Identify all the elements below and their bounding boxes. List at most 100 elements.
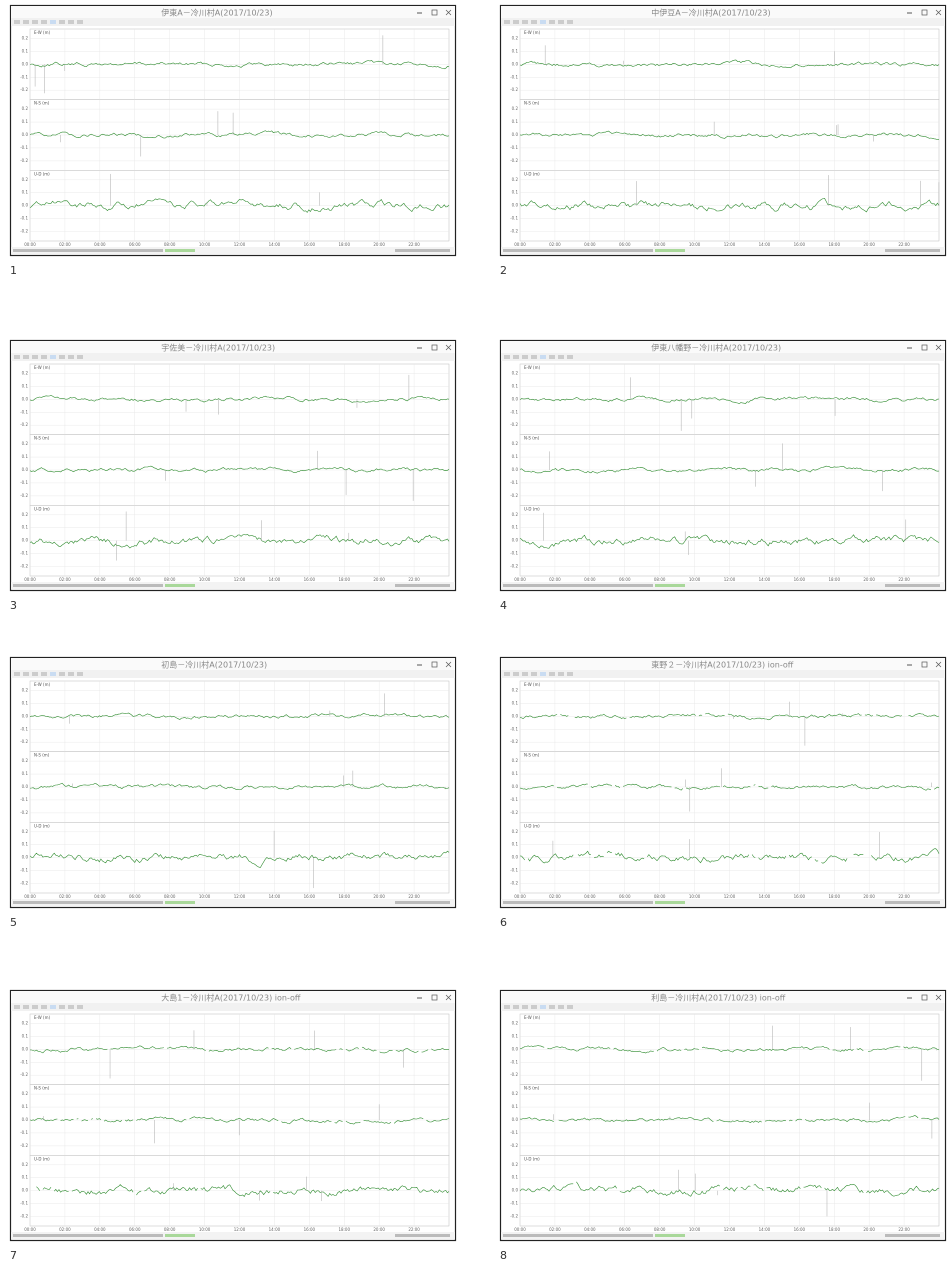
x-tick-label: 02:00	[549, 242, 561, 247]
window-title: 伊東A－冷川村A(2017/10/23)	[161, 8, 272, 18]
x-tick-label: 20:00	[863, 1227, 875, 1232]
y-tick-label: -0.1	[20, 480, 28, 485]
x-tick-label: 22:00	[408, 1227, 420, 1232]
y-tick-label: 0.2	[512, 829, 519, 834]
window-title: 宇佐美－冷川村A(2017/10/23)	[161, 343, 275, 353]
status-right	[885, 1234, 940, 1237]
y-tick-label: 0.0	[22, 784, 29, 789]
y-tick-label: -0.1	[510, 145, 518, 150]
status-right	[885, 249, 940, 252]
toolbar-button	[68, 20, 74, 24]
y-tick-label: -0.1	[20, 1059, 28, 1064]
y-tick-label: -0.2	[20, 881, 28, 886]
x-tick-label: 10:00	[689, 577, 701, 582]
x-tick-label: 02:00	[59, 242, 71, 247]
y-tick-label: 0.0	[512, 538, 519, 543]
toolbar-button	[14, 355, 20, 359]
subplot-label: U-D (m)	[34, 506, 50, 511]
toolbar-button	[68, 1005, 74, 1009]
y-tick-label: -0.2	[510, 493, 518, 498]
toolbar-button	[50, 672, 56, 676]
y-tick-label: 0.0	[22, 203, 29, 208]
toolbar-button	[513, 1005, 519, 1009]
status-right	[395, 901, 450, 904]
y-tick-label: 0.1	[22, 48, 29, 53]
subplot-label: N-S (m)	[524, 1086, 540, 1091]
toolbar-button	[23, 355, 29, 359]
y-tick-label: 0.2	[22, 829, 29, 834]
y-tick-label: 0.2	[22, 106, 29, 111]
x-tick-label: 22:00	[898, 1227, 910, 1232]
y-tick-label: 0.1	[22, 383, 29, 388]
y-tick-label: -0.1	[510, 74, 518, 79]
toolbar-button	[531, 20, 537, 24]
toolbar-button	[59, 355, 65, 359]
y-tick-label: -0.2	[510, 1214, 518, 1219]
toolbar-button	[522, 20, 528, 24]
y-tick-label: -0.1	[20, 726, 28, 731]
toolbar-button	[59, 20, 65, 24]
toolbar-button	[558, 1005, 564, 1009]
toolbar-button	[59, 672, 65, 676]
window-screenshot: 宇佐美－冷川村A(2017/10/23)E-W (m)0.20.10.0-0.1…	[11, 341, 456, 591]
x-tick-label: 04:00	[584, 894, 596, 899]
y-tick-label: -0.1	[20, 551, 28, 556]
x-tick-label: 00:00	[514, 894, 526, 899]
y-tick-label: 0.1	[512, 1104, 519, 1109]
x-tick-label: 08:00	[654, 577, 666, 582]
y-tick-label: 0.2	[512, 1091, 519, 1096]
subplot-label: U-D (m)	[34, 171, 50, 176]
x-tick-label: 16:00	[794, 894, 806, 899]
toolbar-button	[513, 672, 519, 676]
x-tick-label: 14:00	[269, 242, 281, 247]
y-tick-label: -0.2	[20, 810, 28, 815]
y-tick-label: 0.0	[512, 1117, 519, 1122]
y-tick-label: -0.1	[510, 1059, 518, 1064]
x-tick-label: 00:00	[24, 577, 36, 582]
status-highlight	[165, 249, 195, 252]
subplot-label: N-S (m)	[524, 436, 540, 441]
toolbar-button	[531, 355, 537, 359]
subplot-label: N-S (m)	[34, 101, 50, 106]
y-tick-label: -0.1	[20, 409, 28, 414]
window-screenshot: 伊東八幡野－冷川村A(2017/10/23)E-W (m)0.20.10.0-0…	[501, 341, 946, 591]
status-text	[13, 1234, 163, 1237]
subplot-label: E-W (m)	[524, 682, 540, 687]
y-tick-label: -0.2	[510, 1143, 518, 1148]
y-tick-label: -0.1	[20, 1201, 28, 1206]
toolbar-button	[522, 355, 528, 359]
caption-number: 6	[500, 916, 507, 929]
toolbar-button	[23, 20, 29, 24]
caption-number: 5	[10, 916, 17, 929]
subplot-label: U-D (m)	[34, 823, 50, 828]
y-tick-label: -0.2	[510, 881, 518, 886]
toolbar-button	[504, 20, 510, 24]
status-highlight	[165, 901, 195, 904]
subplot-label: E-W (m)	[524, 30, 540, 35]
x-tick-label: 06:00	[619, 894, 631, 899]
window-title: 初島－冷川村A(2017/10/23)	[161, 660, 267, 670]
y-tick-label: 0.0	[512, 784, 519, 789]
toolbar-button	[549, 1005, 555, 1009]
y-tick-label: 0.2	[22, 687, 29, 692]
subplot-label: E-W (m)	[34, 1015, 50, 1020]
window-screenshot: 伊東A－冷川村A(2017/10/23)E-W (m)0.20.10.0-0.1…	[11, 6, 456, 256]
window-title: 利島－冷川村A(2017/10/23) ion-off	[651, 993, 785, 1003]
status-highlight	[165, 584, 195, 587]
x-tick-label: 00:00	[514, 242, 526, 247]
y-tick-label: 0.1	[22, 771, 29, 776]
y-tick-label: 0.2	[512, 687, 519, 692]
window-screenshot: 大島1－冷川村A(2017/10/23) ion-offE-W (m)0.20.…	[11, 991, 456, 1241]
x-tick-label: 14:00	[269, 1227, 281, 1232]
y-tick-label: 0.0	[512, 713, 519, 718]
x-tick-label: 00:00	[24, 1227, 36, 1232]
toolbar-button	[77, 1005, 83, 1009]
x-tick-label: 14:00	[759, 577, 771, 582]
toolbar-button	[68, 672, 74, 676]
x-tick-label: 22:00	[898, 577, 910, 582]
y-tick-label: 0.1	[512, 771, 519, 776]
toolbar-button	[540, 672, 546, 676]
x-tick-label: 10:00	[689, 894, 701, 899]
toolbar-button	[77, 20, 83, 24]
y-tick-label: -0.1	[20, 868, 28, 873]
